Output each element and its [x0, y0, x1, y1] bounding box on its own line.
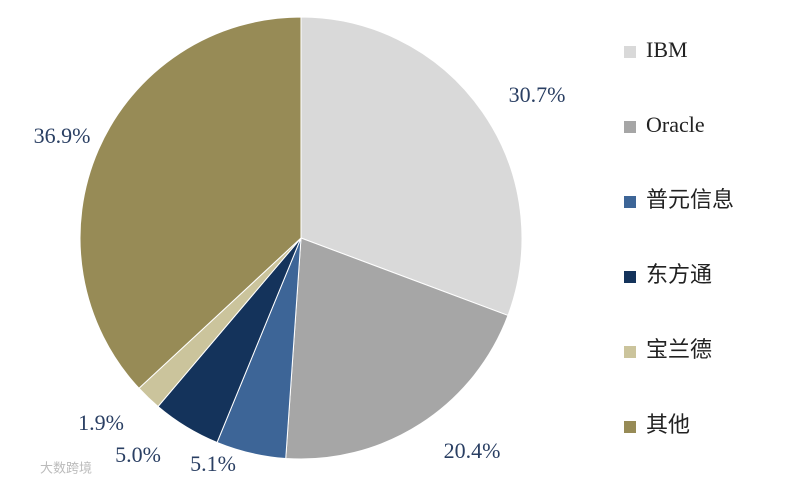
watermark: 大数跨境: [40, 462, 92, 477]
legend-swatch: [624, 421, 636, 433]
legend-label: 普元信息: [646, 187, 734, 212]
legend-swatch: [624, 46, 636, 58]
data-label: 5.0%: [115, 442, 161, 467]
legend-swatch: [624, 196, 636, 208]
legend-label: IBM: [646, 37, 688, 62]
data-label: 1.9%: [78, 410, 124, 435]
legend-swatch: [624, 271, 636, 283]
legend-label: 其他: [646, 412, 690, 437]
pie-slice: [300, 16, 523, 317]
data-label: 5.1%: [190, 451, 236, 476]
legend-label: Oracle: [646, 112, 705, 137]
pie-slice: [79, 16, 302, 389]
legend-label: 东方通: [646, 262, 712, 287]
legend-swatch: [624, 346, 636, 358]
data-label: 20.4%: [444, 438, 501, 463]
legend-swatch: [624, 121, 636, 133]
pie-slice: [285, 237, 509, 460]
data-label: 30.7%: [509, 82, 566, 107]
data-label: 36.9%: [34, 123, 91, 148]
legend-label: 宝兰德: [646, 337, 712, 362]
